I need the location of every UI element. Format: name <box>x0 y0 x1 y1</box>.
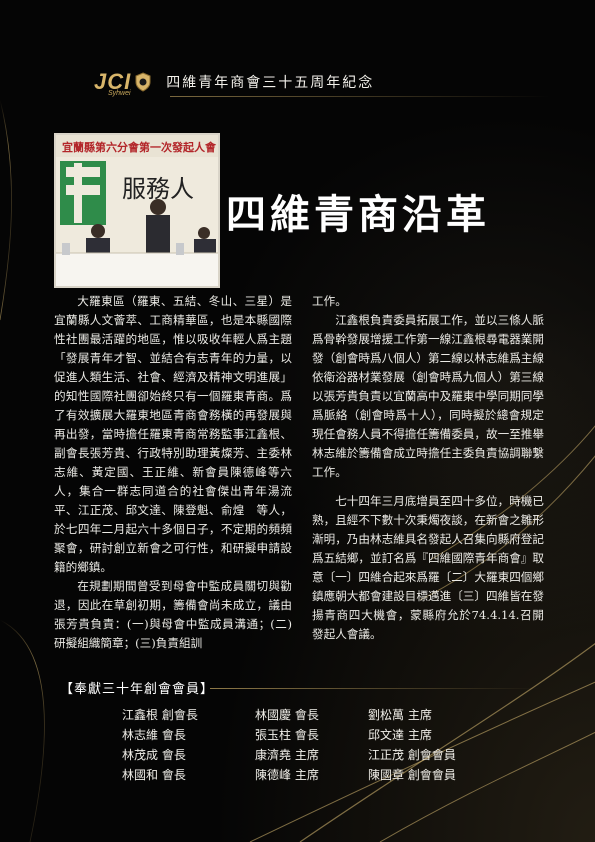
article-title: 四維青商沿革 <box>226 192 490 238</box>
founding-members-list: 江鑫根 創會長 林國慶 會長 劉松萬 主席 林志維 會長 張玉柱 會長 邱文達 … <box>122 706 488 785</box>
member-entry: 陳德峰 主席 <box>255 768 319 782</box>
photo-banner-text: 宜蘭縣第六分會第一次發起人會 <box>62 140 217 154</box>
paragraph: 大羅東區（羅東、五結、冬山、三星）是宜蘭縣人文薈萃、工商精華區，也是本縣國際性社… <box>54 294 292 574</box>
member-entry: 劉松萬 主席 <box>368 708 432 722</box>
meeting-photo-illustration: 宜蘭縣第六分會第一次發起人會 服務人 <box>56 135 218 286</box>
paragraph: 江鑫根負責委員拓展工作，並以三條人脈爲骨幹發展增援工作第一線江鑫根尋電器業開發（… <box>312 313 544 479</box>
member-entry: 江正茂 創會會員 <box>368 748 456 762</box>
member-entry: 陳國章 創會會員 <box>368 768 456 782</box>
jci-logo: JCI Syhwei <box>94 69 152 97</box>
article-column-left: 大羅東區（羅東、五結、冬山、三星）是宜蘭縣人文薈萃、工商精華區，也是本縣國際性社… <box>54 292 292 653</box>
member-entry: 康濟堯 主席 <box>255 748 319 762</box>
member-entry: 林志維 會長 <box>122 728 186 742</box>
article-column-right: 工作。 江鑫根負責委員拓展工作，並以三條人脈爲骨幹發展增援工作第一線江鑫根尋電器… <box>312 292 544 644</box>
historical-photo: 宜蘭縣第六分會第一次發起人會 服務人 <box>54 133 220 288</box>
header-title: 四維青年商會三十五周年紀念 <box>166 75 375 91</box>
paragraph: 在規劃期間曾受到母會中監成員關切與勸退，因此在草創初期，籌備會尚未成立，議由張芳… <box>54 579 292 650</box>
logo-text: JCI <box>94 69 132 94</box>
member-entry: 邱文達 主席 <box>368 728 432 742</box>
photo-sign-text: 服務人 <box>122 175 194 203</box>
founding-members-heading: 【奉獻三十年創會會員】 <box>60 682 215 697</box>
section-divider <box>210 688 540 689</box>
paragraph: 工作。 <box>312 294 347 308</box>
member-entry: 張玉柱 會長 <box>255 728 319 742</box>
member-entry: 林國慶 會長 <box>255 708 319 722</box>
shield-icon <box>135 72 151 92</box>
member-entry: 江鑫根 創會長 <box>122 708 198 722</box>
header-divider <box>170 96 550 97</box>
paragraph: 七十四年三月底增員至四十多位，時機已熟，且經不下數十次秉燭夜談，在新會之雛形漸明… <box>312 494 544 641</box>
header: JCI Syhwei 四維青年商會三十五周年紀念 <box>94 64 374 100</box>
member-entry: 林茂成 會長 <box>122 748 186 762</box>
member-entry: 林國和 會長 <box>122 768 186 782</box>
logo-subtext: Syhwei <box>108 90 131 97</box>
